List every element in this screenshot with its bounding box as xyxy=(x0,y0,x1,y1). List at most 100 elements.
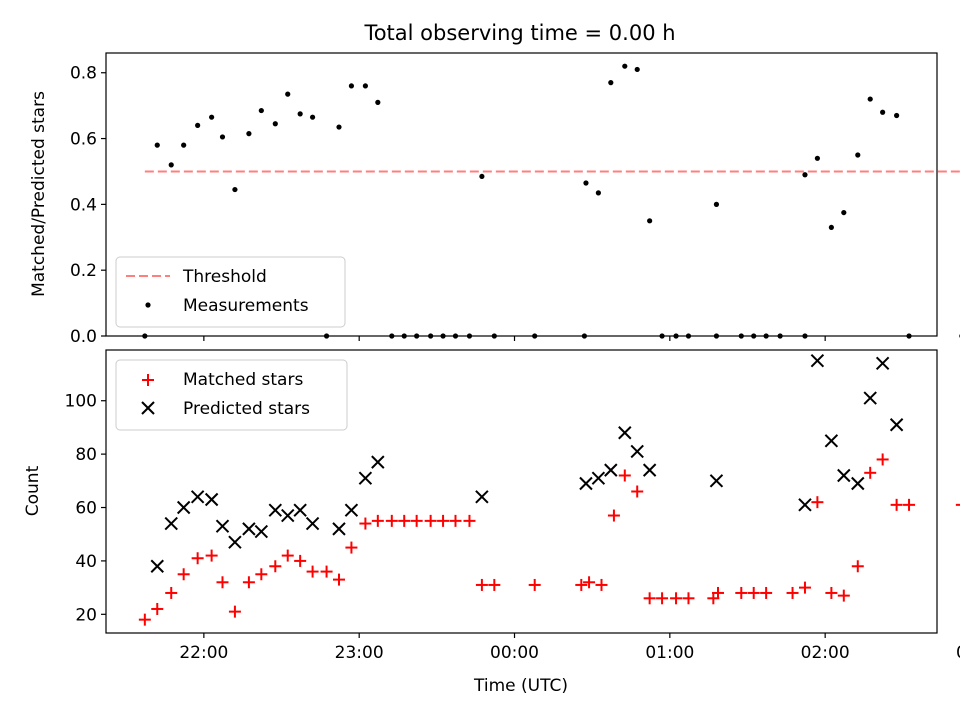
ratio-y-ticks: 0.0 0.2 0.4 0.6 0.8 xyxy=(70,64,106,347)
measurement-point xyxy=(751,333,757,339)
measurement-point xyxy=(414,333,420,339)
matched-stars-point xyxy=(424,514,437,527)
matched-stars-point xyxy=(643,592,656,605)
predicted-stars-point xyxy=(254,524,269,539)
matched-stars-point xyxy=(255,568,268,581)
predicted-stars-point xyxy=(863,391,877,405)
matched-stars-point xyxy=(876,453,889,466)
matched-stars-point xyxy=(955,503,960,506)
predicted-stars-point xyxy=(281,508,295,523)
legend-predicted-swatch xyxy=(141,401,155,415)
matched-stars-point xyxy=(760,586,773,599)
predicted-stars-point xyxy=(824,434,839,448)
chart-title: Total observing time = 0.00 h xyxy=(363,21,675,45)
x-tick-label: 22:00 xyxy=(179,643,228,663)
measurement-point xyxy=(491,333,497,339)
measurement-point xyxy=(659,333,665,339)
matched-stars-point xyxy=(437,514,450,527)
predicted-stars-point xyxy=(875,356,890,371)
matched-stars-point xyxy=(656,592,669,605)
count-y-axis-label: Count xyxy=(23,465,43,516)
predicted-stars-point xyxy=(344,503,359,517)
legend-threshold-label: Threshold xyxy=(182,267,267,287)
matched-stars-point xyxy=(191,552,204,565)
predicted-stars-point xyxy=(604,463,618,477)
ratio-panel: 0.00.20.40.60.8 Matched/Predicted stars … xyxy=(29,52,960,347)
measurement-point xyxy=(647,218,653,224)
count-y-tick-label: 40 xyxy=(75,552,97,572)
predicted-stars-point xyxy=(204,492,219,507)
measurement-point xyxy=(142,333,148,339)
measurement-point xyxy=(389,333,395,339)
predicted-stars-point xyxy=(164,516,178,531)
matched-stars-point xyxy=(670,592,683,605)
ratio-y-tick-label: 0.4 xyxy=(70,195,97,215)
measurement-point xyxy=(168,162,174,168)
measurement-point xyxy=(479,173,485,180)
count-panel-marks xyxy=(138,353,960,626)
predicted-stars-point xyxy=(810,353,825,368)
measurement-point xyxy=(452,333,459,339)
matched-stars-point xyxy=(475,578,488,591)
x-tick-label: 00:00 xyxy=(490,643,539,663)
matched-stars-point xyxy=(151,602,164,615)
legend-measurements-label: Measurements xyxy=(183,296,309,316)
matched-stars-point xyxy=(864,466,877,479)
predicted-stars-point xyxy=(837,468,851,483)
count-y-tick-label: 80 xyxy=(75,445,97,465)
matched-stars-point xyxy=(398,514,411,527)
count-y-tick-label: 60 xyxy=(75,499,97,519)
measurement-point xyxy=(581,333,588,339)
predicted-stars-point xyxy=(642,463,657,477)
ratio-y-tick-label: 0.0 xyxy=(70,327,97,347)
measurement-point xyxy=(272,121,278,127)
x-axis-label: Time (UTC) xyxy=(473,676,568,696)
measurement-point xyxy=(673,333,679,339)
measurement-point xyxy=(738,333,744,339)
measurement-point xyxy=(855,152,861,158)
measurement-point xyxy=(622,63,628,69)
measurement-point xyxy=(583,180,589,186)
matched-stars-point xyxy=(595,578,608,591)
measurement-point xyxy=(802,333,808,339)
predicted-stars-point xyxy=(332,522,346,536)
matched-stars-point xyxy=(837,589,850,602)
matched-stars-point xyxy=(735,586,748,599)
measurement-point xyxy=(232,186,238,193)
ratio-y-axis-label: Matched/Predicted stars xyxy=(29,91,49,297)
matched-stars-point xyxy=(583,576,596,589)
matched-stars-point xyxy=(682,592,695,605)
count-panel: 20 40 60 80 100 22:00 23:00 00:00 01:00 02:00 03:… xyxy=(23,349,960,663)
count-y-ticks: 20 40 60 80 100 xyxy=(65,392,106,625)
measurement-point xyxy=(440,333,446,339)
matched-stars-point xyxy=(463,514,476,527)
measurement-point xyxy=(258,107,264,114)
matched-stars-point xyxy=(138,613,151,626)
x-tick-label: 01:00 xyxy=(645,643,694,663)
measurement-point xyxy=(802,172,808,178)
predicted-stars-point xyxy=(293,503,307,517)
measurement-point xyxy=(713,333,720,339)
predicted-stars-point xyxy=(190,490,205,504)
measurement-point xyxy=(154,142,160,148)
matched-stars-point xyxy=(449,514,462,527)
matched-stars-point xyxy=(410,514,423,527)
measurement-point xyxy=(763,333,769,339)
matched-stars-point xyxy=(528,578,541,591)
measurement-point xyxy=(880,109,886,115)
matched-stars-point xyxy=(851,560,864,573)
measurement-point xyxy=(336,124,342,130)
predicted-stars-point xyxy=(630,444,644,459)
predicted-stars-point xyxy=(798,498,812,512)
predicted-stars-point xyxy=(475,490,489,504)
matched-stars-point xyxy=(294,554,307,567)
predicted-stars-point xyxy=(591,471,606,485)
ratio-x-ticks xyxy=(203,336,826,341)
measurement-point xyxy=(713,201,720,207)
ratio-legend-box xyxy=(115,256,346,328)
matched-stars-point xyxy=(747,586,760,599)
matched-stars-point xyxy=(205,549,218,562)
matched-stars-point xyxy=(320,565,333,578)
matched-stars-point xyxy=(269,560,282,573)
ratio-y-tick-label: 0.2 xyxy=(70,261,97,281)
